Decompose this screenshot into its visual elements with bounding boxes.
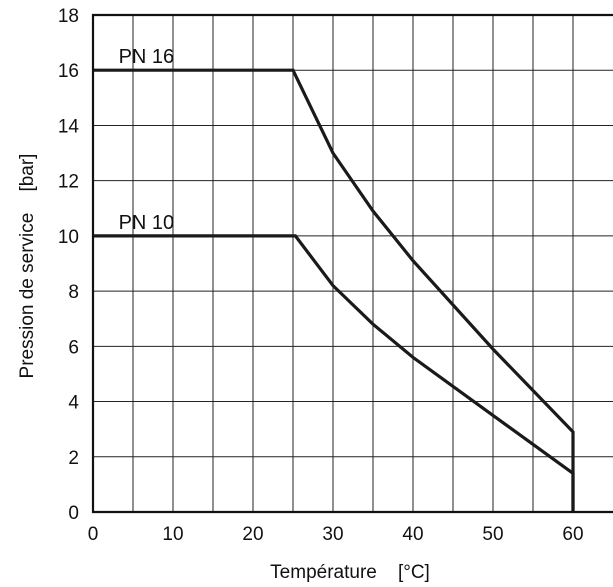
x-tick-label: 60: [562, 524, 583, 545]
x-axis-title: Température [°C]: [270, 562, 430, 583]
series-label-pn16: PN 16: [119, 46, 175, 68]
y-tick-label: 14: [58, 116, 80, 137]
y-tick-label: 6: [68, 337, 79, 358]
y-tick-label: 8: [68, 282, 79, 303]
series-label-pn10: PN 10: [119, 212, 175, 234]
y-axis-title: Pression de service [bar]: [17, 154, 38, 379]
y-tick-label: 0: [68, 503, 79, 524]
y-tick-label: 4: [68, 393, 79, 414]
x-tick-label: 40: [402, 524, 423, 545]
y-tick-labels: 0 2 4 6 8 10 12 14 16 18: [58, 6, 80, 524]
series-line-pn10: [93, 234, 575, 512]
x-tick-label: 10: [162, 524, 183, 545]
series-lines: [93, 68, 575, 512]
x-tick-label: 20: [242, 524, 263, 545]
y-tick-label: 18: [58, 6, 79, 27]
y-tick-label: 10: [58, 227, 79, 248]
series-line-pn16: [93, 68, 575, 512]
plot-frame: [91, 13, 613, 514]
x-tick-label: 30: [322, 524, 343, 545]
x-tick-label: 0: [88, 524, 99, 545]
x-tick-label: 50: [482, 524, 503, 545]
x-tick-labels: 0 10 20 30 40 50 60: [88, 524, 584, 545]
y-tick-label: 2: [68, 448, 79, 469]
grid: [93, 15, 613, 512]
y-tick-label: 16: [58, 61, 79, 82]
plot-border: [91, 13, 613, 514]
series-labels: PN 16 PN 10: [119, 46, 175, 234]
y-tick-label: 12: [58, 172, 79, 193]
